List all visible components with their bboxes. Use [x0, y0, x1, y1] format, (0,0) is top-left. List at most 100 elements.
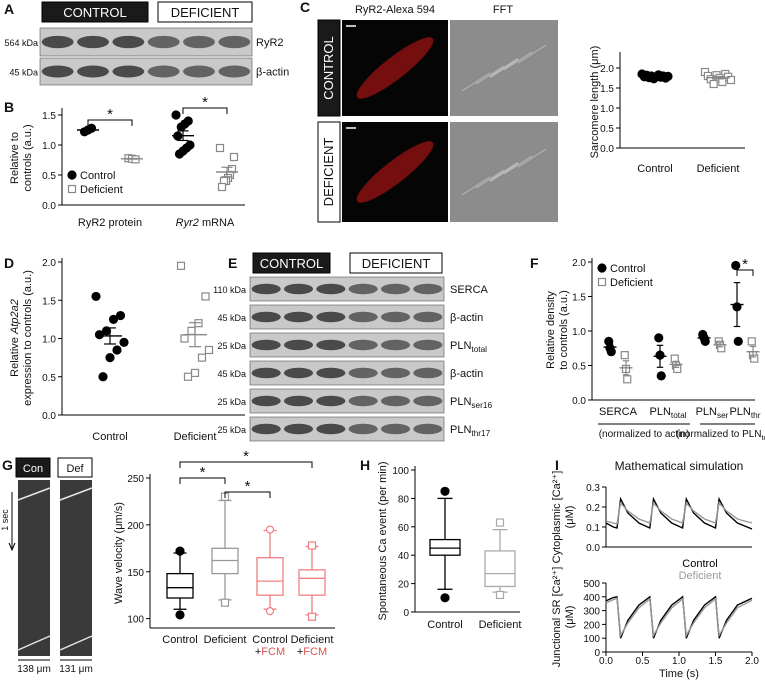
y-tick-label: 2.0: [600, 64, 614, 75]
kda-label: 45 kDa: [217, 313, 246, 323]
y-axis-label: to controls (a.u.): [558, 290, 570, 369]
protein-label: SERCA: [450, 284, 489, 296]
significance-bracket: [179, 477, 226, 484]
x-axis-label: Time (s): [659, 668, 699, 680]
panel-letter: I: [555, 457, 559, 473]
group-label: DEFICIENT: [171, 5, 240, 20]
y-tick-label: 0.5: [42, 373, 56, 384]
x-tick-label: 0.0: [599, 656, 613, 667]
kymo-label: Con: [23, 463, 43, 475]
outlier: [440, 593, 450, 603]
data-point: [183, 372, 193, 381]
kymograph: [60, 480, 92, 656]
significance-star: *: [245, 478, 251, 495]
blot-band: [112, 35, 145, 49]
kymo-box: [57, 457, 93, 478]
kymo-box: [15, 457, 51, 478]
x-tick-label: +FCM: [297, 646, 327, 658]
blot-band: [251, 339, 281, 351]
column-label: FFT: [493, 4, 513, 16]
blot-strip: [249, 304, 445, 330]
data-point: [108, 314, 119, 324]
blot-band: [316, 311, 346, 323]
series-line: [605, 595, 753, 639]
y-tick-label: 2.0: [572, 258, 586, 269]
blot-band: [413, 283, 443, 295]
blot-band: [316, 339, 346, 351]
blot-band: [183, 65, 215, 78]
protein-label: PLNtotal: [450, 340, 487, 354]
kda-label: 25 kDa: [217, 341, 246, 351]
blot-band: [316, 283, 346, 295]
y-tick-label: 1.5: [600, 84, 614, 95]
y-tick-label: 250: [127, 474, 144, 485]
outlier: [265, 525, 275, 534]
data-point: [112, 345, 122, 355]
y-axis-label-part: Atp2a2: [9, 299, 21, 335]
data-point: [229, 152, 239, 162]
panel-letter: F: [530, 255, 539, 271]
outlier: [307, 612, 317, 621]
x-tick-label-part: PLN: [650, 406, 671, 418]
blot-band: [251, 367, 281, 379]
y-tick-label: 1.5: [42, 111, 56, 122]
blot-band: [112, 65, 145, 78]
legend-label: Control: [610, 263, 645, 275]
blot-band: [283, 339, 314, 351]
data-point: [656, 371, 666, 381]
protein-label: PLNthr17: [450, 424, 491, 438]
kymo-width: 138 μm: [17, 664, 51, 675]
group-label: DEFICIENT: [362, 256, 431, 271]
y-axis-label: Relative to: [9, 132, 21, 184]
kymo-width: 131 μm: [59, 664, 93, 675]
data-point: [620, 351, 629, 360]
group-box: [252, 252, 331, 274]
y-tick-label: 80: [398, 494, 410, 505]
y-axis-label: Spontaneous Ca event (per min): [377, 462, 389, 621]
series-line: [605, 496, 753, 530]
x-tick-label: 0.5: [636, 656, 650, 667]
panel-letter: E: [228, 255, 237, 271]
significance-star: *: [202, 94, 208, 111]
panel-letter: C: [300, 0, 310, 15]
y-tick-label: 400: [583, 593, 600, 604]
x-tick-label: Control: [162, 634, 197, 646]
significance-star: *: [200, 464, 206, 481]
blot-band: [380, 311, 411, 323]
y-tick-label: 40: [398, 551, 410, 562]
x-tick-label-part: total: [671, 411, 687, 420]
row-label: DEFICIENT: [321, 138, 336, 207]
panel-letter: G: [2, 457, 13, 473]
time-label: 1 sec: [0, 509, 10, 531]
kda-label: 110 kDa: [213, 285, 246, 295]
blot-band: [283, 283, 314, 295]
significance-bracket: [179, 461, 313, 468]
y-axis-label: controls (a.u.): [22, 124, 34, 191]
data-point: [176, 261, 186, 270]
blot-band: [348, 423, 378, 435]
y-tick-label: 1.5: [572, 293, 586, 304]
y-tick-label: 2.0: [42, 258, 56, 269]
x-tick-label-part: Ryr2: [176, 217, 199, 229]
outlier: [265, 607, 275, 616]
y-axis-label: Relative density: [545, 291, 557, 369]
blot-band: [316, 367, 346, 379]
y-tick-label: 0.2: [586, 503, 600, 514]
protein-label-part: PLN: [450, 396, 471, 408]
data-point: [654, 333, 664, 343]
y-tick-label: 0.5: [572, 362, 586, 373]
row-box: [317, 121, 341, 223]
x-tick-label-part: +: [297, 646, 303, 658]
y-tick-label: 100: [392, 466, 409, 477]
data-point: [201, 292, 210, 301]
legend-label: Deficient: [610, 277, 653, 289]
y-tick-label: 0: [403, 608, 409, 619]
cell: [356, 37, 434, 99]
legend-marker: [597, 263, 607, 273]
y-axis-label: Sarcomere length (μm): [589, 46, 601, 159]
x-tick-label: Control: [637, 163, 672, 175]
protein-label: β-actin: [450, 312, 483, 324]
blot-band: [413, 339, 443, 351]
outlier: [307, 541, 317, 550]
